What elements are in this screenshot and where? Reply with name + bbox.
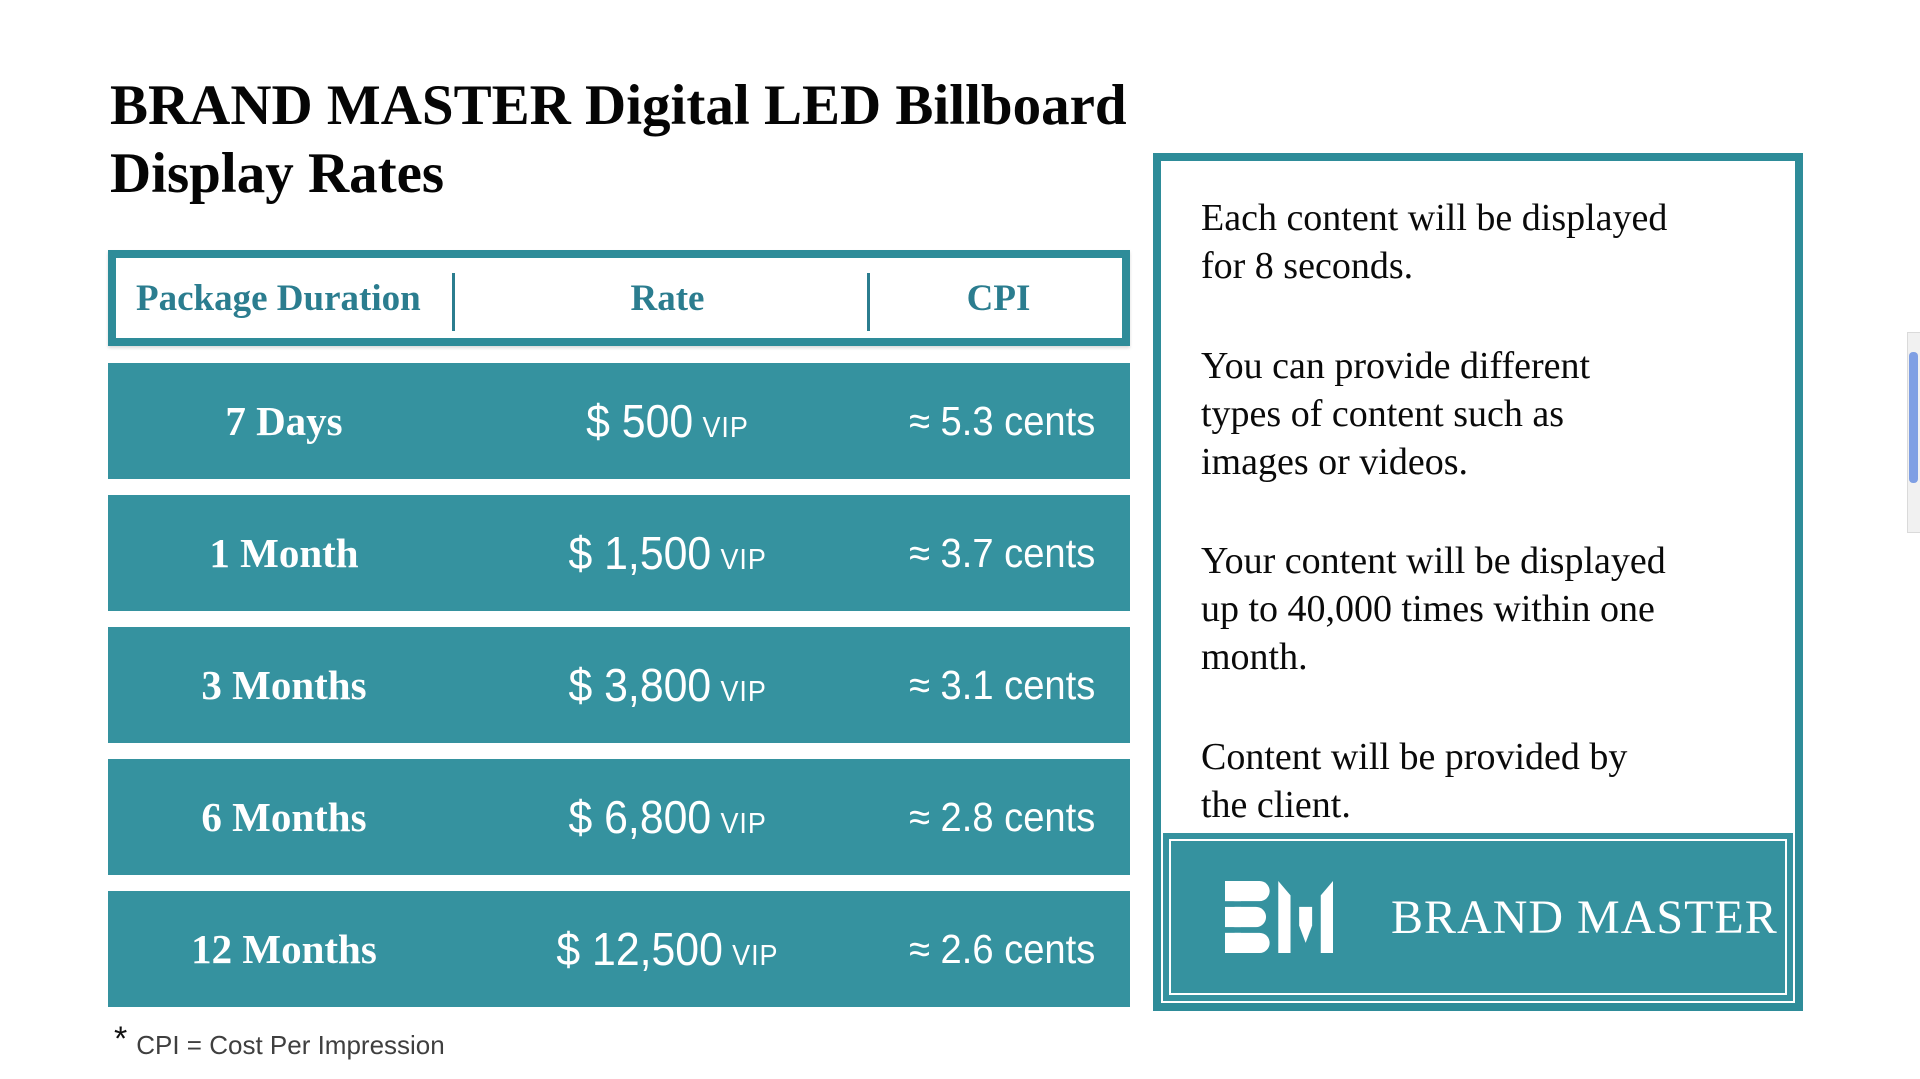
info-paragraph: You can provide different types of conte… [1201,344,1591,483]
info-panel: Each content will be displayed for 8 sec… [1153,153,1803,1011]
rate-cell: $ 3,800 VIP [568,659,767,711]
page-title: BRAND MASTER Digital LED Billboard Displ… [110,72,1127,209]
column-header-cpi: CPI [966,277,1031,319]
page-title-line1: BRAND MASTER Digital LED Billboard [110,74,1127,137]
vip-label: VIP [732,940,779,972]
cpi-cell: ≈ 2.8 cents [909,793,1096,840]
rate-cell: $ 6,800 VIP [568,791,767,843]
vip-label: VIP [720,808,767,840]
header-divider [452,273,455,331]
scrollbar-thumb[interactable] [1909,352,1918,483]
footnote-text: CPI = Cost Per Impression [136,1030,445,1060]
vip-label: VIP [720,544,767,576]
scrollbar-track[interactable] [1907,332,1920,533]
rate-cell: $ 12,500 VIP [556,923,779,975]
vip-label: VIP [702,412,749,444]
asterisk-marker: * [114,1020,128,1058]
rate-cell: $ 500 VIP [586,395,749,447]
info-paragraph: Each content will be displayed for 8 sec… [1201,197,1668,287]
vip-label: VIP [720,676,767,708]
duration-cell: 6 Months [201,794,367,840]
info-panel-text: Each content will be displayed for 8 sec… [1201,195,1767,882]
table-row: 6 Months $ 6,800 VIP ≈ 2.8 cents [108,759,1130,875]
brand-band: BRAND MASTER [1163,833,1793,1001]
duration-cell: 7 Days [225,398,343,444]
info-paragraph: Your content will be displayed up to 40,… [1201,540,1666,679]
table-row: 1 Month $ 1,500 VIP ≈ 3.7 cents [108,495,1130,611]
column-header-package-duration: Package Duration [136,277,421,319]
info-paragraph: Content will be provided by the client. [1201,736,1628,826]
cpi-footnote: * CPI = Cost Per Impression [114,1022,445,1061]
rate-table-header: Package Duration Rate CPI [108,250,1130,346]
cpi-cell: ≈ 3.1 cents [909,661,1096,708]
cpi-cell: ≈ 5.3 cents [909,397,1096,444]
table-row: 3 Months $ 3,800 VIP ≈ 3.1 cents [108,627,1130,743]
column-header-rate: Rate [630,277,705,319]
duration-cell: 12 Months [191,926,377,972]
duration-cell: 1 Month [209,530,359,576]
bm-monogram-icon [1225,881,1333,953]
cpi-cell: ≈ 3.7 cents [909,529,1096,576]
duration-cell: 3 Months [201,662,367,708]
table-row: 12 Months $ 12,500 VIP ≈ 2.6 cents [108,891,1130,1007]
page-title-line2: Display Rates [110,142,445,206]
brand-name: BRAND MASTER [1391,890,1778,944]
header-divider [867,273,870,331]
rate-cell: $ 1,500 VIP [568,527,767,579]
cpi-cell: ≈ 2.6 cents [909,925,1096,972]
table-row: 7 Days $ 500 VIP ≈ 5.3 cents [108,363,1130,479]
